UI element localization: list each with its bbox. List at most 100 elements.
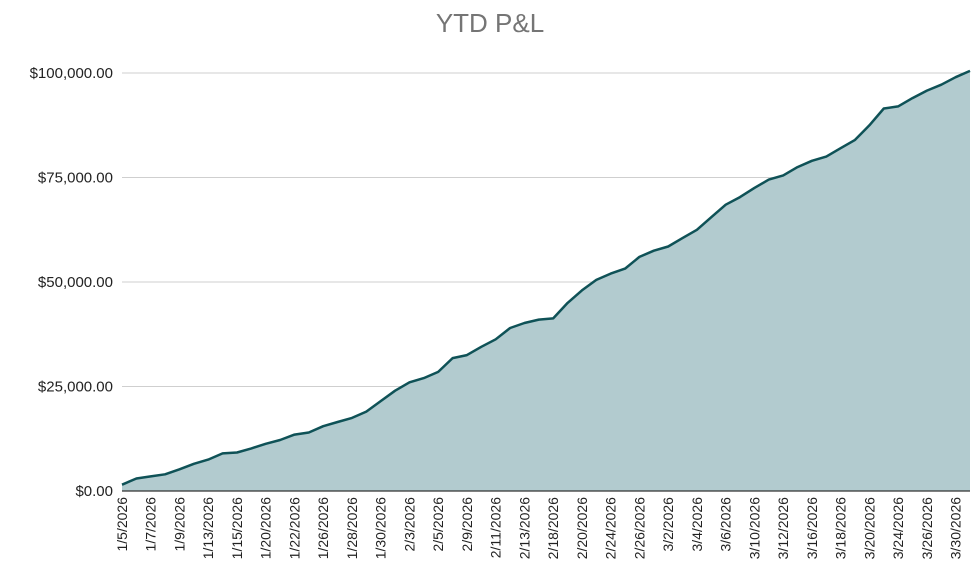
x-tick-label: 1/26/2026 bbox=[315, 497, 331, 559]
data-point bbox=[336, 420, 340, 424]
chart-title: YTD P&L bbox=[436, 8, 544, 38]
x-tick-label: 1/30/2026 bbox=[373, 497, 389, 559]
x-tick-label: 1/13/2026 bbox=[200, 497, 216, 559]
x-tick-label: 3/24/2026 bbox=[890, 497, 906, 559]
data-point bbox=[853, 138, 857, 142]
x-tick-label: 2/18/2026 bbox=[545, 497, 561, 559]
data-point bbox=[738, 195, 742, 199]
data-point bbox=[810, 159, 814, 163]
data-point bbox=[134, 477, 138, 481]
y-tick-label: $50,000.00 bbox=[38, 274, 113, 291]
data-point bbox=[192, 462, 196, 466]
x-tick-label: 1/28/2026 bbox=[344, 497, 360, 559]
data-point bbox=[709, 215, 713, 219]
data-point bbox=[968, 69, 972, 73]
data-point bbox=[824, 155, 828, 159]
data-point bbox=[566, 301, 570, 305]
x-tick-label: 2/26/2026 bbox=[631, 497, 647, 559]
data-point bbox=[752, 186, 756, 190]
data-point bbox=[479, 345, 483, 349]
data-point bbox=[666, 245, 670, 249]
data-point bbox=[796, 165, 800, 169]
data-point bbox=[249, 446, 253, 450]
x-tick-label: 3/30/2026 bbox=[948, 497, 964, 559]
data-point bbox=[695, 228, 699, 232]
x-tick-label: 1/15/2026 bbox=[229, 497, 245, 559]
x-axis-tick-labels: 1/5/2026 1/7/2026 1/9/2026 1/13/2026 1/15/20… bbox=[114, 497, 964, 560]
data-point bbox=[839, 146, 843, 150]
data-point bbox=[321, 424, 325, 428]
data-point bbox=[652, 249, 656, 253]
x-tick-label: 3/18/2026 bbox=[833, 497, 849, 559]
data-point bbox=[882, 107, 886, 111]
x-tick-label: 1/9/2026 bbox=[172, 497, 188, 552]
data-point bbox=[149, 474, 153, 478]
y-tick-label: $100,000.00 bbox=[30, 65, 113, 82]
x-tick-label: 3/4/2026 bbox=[689, 497, 705, 552]
x-tick-label: 3/26/2026 bbox=[919, 497, 935, 559]
data-point bbox=[623, 267, 627, 271]
y-axis-tick-labels: $0.00 $25,000.00 $50,000.00 $75,000.00 $100,… bbox=[30, 65, 113, 500]
x-tick-label: 1/20/2026 bbox=[258, 497, 274, 559]
x-tick-label: 2/13/2026 bbox=[516, 497, 532, 559]
x-tick-label: 2/9/2026 bbox=[459, 497, 475, 552]
data-point bbox=[422, 376, 426, 380]
data-point bbox=[436, 370, 440, 374]
x-tick-label: 3/20/2026 bbox=[861, 497, 877, 559]
data-point bbox=[896, 104, 900, 108]
y-tick-label: $75,000.00 bbox=[38, 170, 113, 187]
x-tick-label: 3/2/2026 bbox=[660, 497, 676, 552]
y-tick-label: $25,000.00 bbox=[38, 379, 113, 396]
data-point bbox=[393, 389, 397, 393]
data-point bbox=[120, 483, 124, 487]
data-point bbox=[408, 380, 412, 384]
area-series-line bbox=[121, 69, 971, 486]
x-tick-label: 3/12/2026 bbox=[775, 497, 791, 559]
x-tick-label: 1/7/2026 bbox=[143, 497, 159, 552]
data-point bbox=[522, 321, 526, 325]
data-point bbox=[494, 337, 498, 341]
data-point bbox=[350, 416, 354, 420]
x-tick-label: 1/22/2026 bbox=[287, 497, 303, 559]
data-point bbox=[580, 288, 584, 292]
data-point bbox=[637, 255, 641, 259]
y-tick-label: $0.00 bbox=[75, 483, 113, 500]
data-point bbox=[609, 272, 613, 276]
data-point bbox=[178, 467, 182, 471]
data-point bbox=[465, 353, 469, 357]
data-point bbox=[551, 316, 555, 320]
x-tick-label: 2/5/2026 bbox=[430, 497, 446, 552]
data-point bbox=[767, 178, 771, 182]
x-tick-label: 2/3/2026 bbox=[402, 497, 418, 552]
data-point bbox=[594, 278, 598, 282]
data-point bbox=[293, 433, 297, 437]
data-point bbox=[508, 326, 512, 330]
data-point bbox=[264, 442, 268, 446]
x-tick-label: 2/24/2026 bbox=[603, 497, 619, 559]
x-tick-label: 1/5/2026 bbox=[114, 497, 130, 552]
data-point bbox=[206, 458, 210, 462]
data-point bbox=[867, 123, 871, 127]
data-point bbox=[163, 472, 167, 476]
area-series-fill bbox=[122, 70, 970, 492]
x-tick-label: 2/11/2026 bbox=[488, 497, 504, 558]
x-tick-label: 3/6/2026 bbox=[718, 497, 734, 552]
x-tick-label: 3/16/2026 bbox=[804, 497, 820, 559]
data-point bbox=[954, 75, 958, 79]
data-point bbox=[781, 173, 785, 177]
data-point bbox=[939, 83, 943, 87]
data-point bbox=[379, 399, 383, 403]
data-point bbox=[925, 89, 929, 93]
data-point bbox=[681, 236, 685, 240]
data-point bbox=[307, 431, 311, 435]
data-point bbox=[724, 203, 728, 207]
data-point bbox=[235, 451, 239, 455]
data-point bbox=[537, 318, 541, 322]
data-point bbox=[221, 451, 225, 455]
x-tick-label: 3/10/2026 bbox=[746, 497, 762, 559]
data-point bbox=[364, 410, 368, 414]
x-tick-label: 2/20/2026 bbox=[574, 497, 590, 559]
data-point bbox=[278, 438, 282, 442]
data-point bbox=[911, 96, 915, 100]
